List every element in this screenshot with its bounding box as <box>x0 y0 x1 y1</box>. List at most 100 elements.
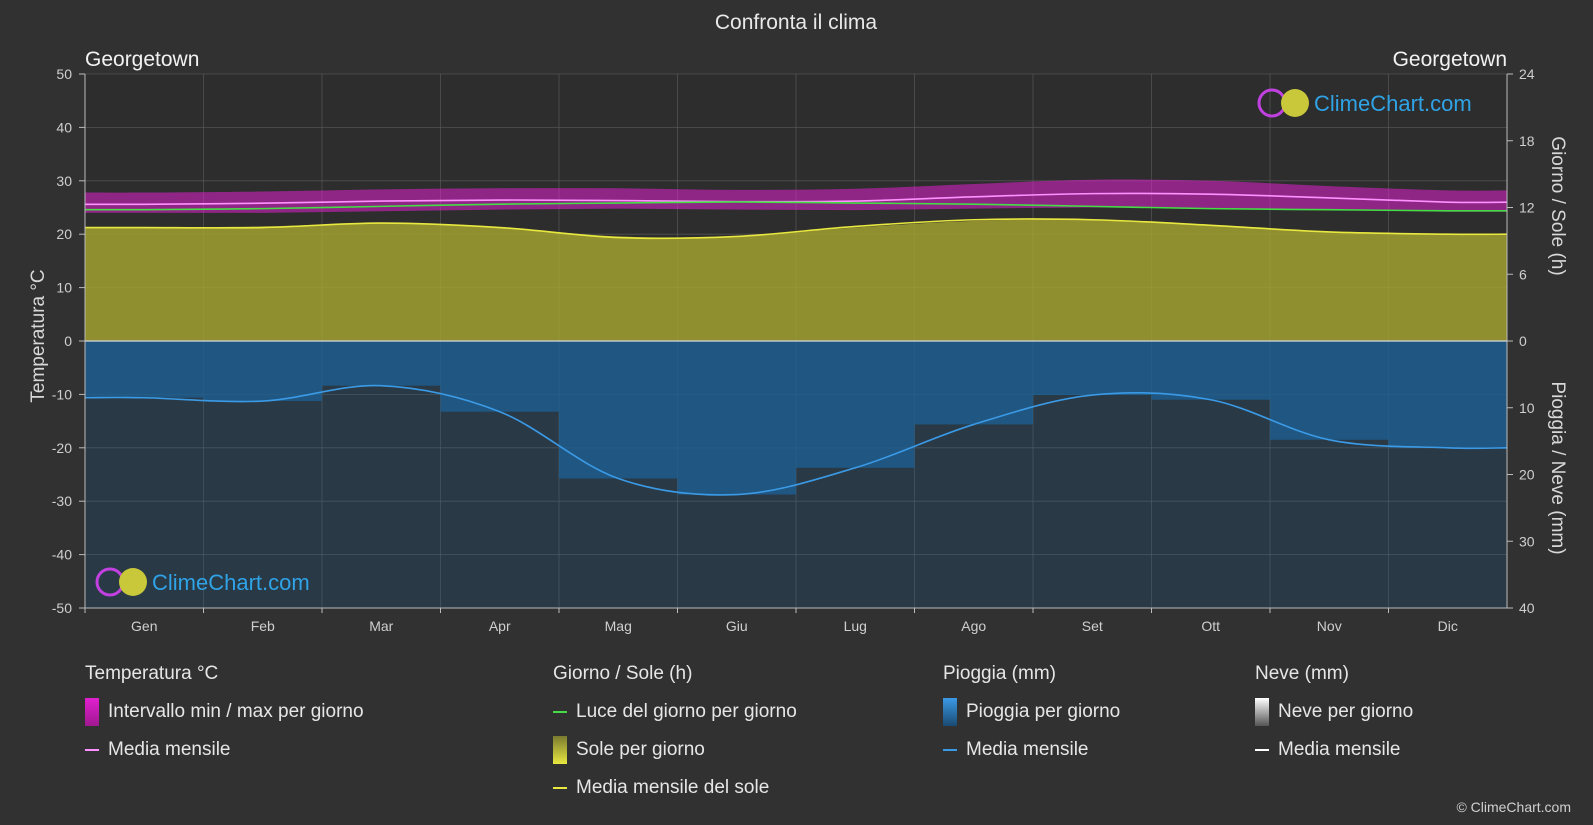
left-axis-title: Temperatura °C <box>28 269 49 402</box>
month-label: Feb <box>251 618 275 634</box>
month-label: Gen <box>131 618 157 634</box>
rain-bar-tail <box>203 401 322 608</box>
right-bottom-tick-label: 40 <box>1519 600 1535 616</box>
legend-label: Sole per giorno <box>576 739 705 760</box>
legend-item: Media mensile <box>1255 738 1413 762</box>
month-label: Mag <box>605 618 632 634</box>
rain-bar <box>677 341 796 495</box>
month-label: Ago <box>961 618 986 634</box>
rain-swatch <box>943 698 957 726</box>
legend-label: Media mensile <box>108 739 231 760</box>
legend-label: Media mensile <box>1278 739 1401 760</box>
month-label: Lug <box>844 618 867 634</box>
legend-temperature: Temperatura °C Intervallo min / max per … <box>85 662 364 776</box>
rain-bar <box>440 341 559 412</box>
daylight-line <box>84 201 1508 212</box>
left-tick-label: 50 <box>56 66 72 82</box>
left-tick-label: 20 <box>56 226 72 242</box>
brand-logo-top: ClimeChart.com <box>1257 88 1472 118</box>
left-tick-label: 40 <box>56 119 72 135</box>
rain-bar <box>796 341 915 468</box>
rain-bar <box>1033 341 1152 396</box>
brand-logo-bottom: ClimeChart.com <box>95 567 310 597</box>
month-label: Nov <box>1317 618 1342 634</box>
rain-bar <box>1151 341 1270 400</box>
right-top-tick-label: 6 <box>1519 266 1527 282</box>
rain-bar <box>1388 341 1507 448</box>
right-bottom-tick-label: 10 <box>1519 400 1535 416</box>
legend-item: Media mensile <box>943 738 1120 762</box>
month-label: Dic <box>1438 618 1458 634</box>
left-tick-label: 0 <box>64 333 72 349</box>
rain-bar-tail <box>85 397 204 608</box>
rain-bar-tail <box>440 411 559 608</box>
rain-bar-tail <box>559 478 678 608</box>
legend-label: Neve per giorno <box>1278 701 1414 722</box>
chart-title: Confronta il clima <box>715 11 878 34</box>
legend-sun: Giorno / Sole (h) Luce del giorno per gi… <box>553 662 797 814</box>
range-swatch <box>85 698 99 726</box>
brand-sun-icon <box>1281 89 1309 117</box>
legend-label: Media mensile <box>966 739 1089 760</box>
left-tick-label: -20 <box>52 440 72 456</box>
left-tick-label: 10 <box>56 280 72 296</box>
left-tick-label: -30 <box>52 493 72 509</box>
rain-bar <box>322 341 441 386</box>
mean-swatch <box>85 749 99 751</box>
legend-item: Neve per giorno <box>1255 698 1414 726</box>
month-label: Ott <box>1201 618 1220 634</box>
rain-bar-tail <box>1151 399 1270 608</box>
right-top-tick-label: 18 <box>1519 133 1535 149</box>
location-left: Georgetown <box>85 48 199 71</box>
sun-swatch <box>553 736 567 764</box>
axes: 50 40 30 20 10 0 -10 -20 -30 -40 -50 24 18 12 6 0 10 20 30… <box>52 66 1535 634</box>
rain-bar <box>1270 341 1389 440</box>
sun-area <box>85 219 1507 341</box>
legend-label: Luce del giorno per giorno <box>576 701 797 722</box>
legend-item: Media mensile del sole <box>553 776 797 800</box>
rain-mean-line <box>84 384 1508 496</box>
legend-label: Media mensile del sole <box>576 777 770 798</box>
brand-name-bottom: ClimeChart.com <box>152 570 310 595</box>
right-top-axis-title: Giorno / Sole (h) <box>1547 136 1568 275</box>
series <box>84 179 1508 608</box>
rain-bar <box>203 341 322 402</box>
rain-bar-tail <box>1270 439 1389 608</box>
right-top-tick-label: 24 <box>1519 66 1535 82</box>
right-top-tick-label: 0 <box>1519 333 1527 349</box>
legend-heading: Pioggia (mm) <box>943 663 1056 684</box>
left-tick-label: -50 <box>52 600 72 616</box>
snow-mean-swatch <box>1255 749 1269 751</box>
rain-bar <box>914 341 1033 425</box>
rain-bar-tail <box>1033 395 1152 608</box>
month-label: Set <box>1082 618 1103 634</box>
brand-name-top: ClimeChart.com <box>1314 91 1472 116</box>
legend-label: Intervallo min / max per giorno <box>108 701 364 722</box>
sun-mean-line <box>85 218 1508 240</box>
rain-bar <box>85 341 204 398</box>
left-tick-label: -10 <box>52 386 72 402</box>
legend-rain: Pioggia (mm) Pioggia per giorno Media me… <box>943 662 1120 776</box>
left-tick-label: -40 <box>52 547 72 563</box>
right-bottom-axis-title: Pioggia / Neve (mm) <box>1547 381 1568 554</box>
legend-heading: Temperatura °C <box>85 663 219 684</box>
month-label: Mar <box>369 618 393 634</box>
month-label: Apr <box>489 618 511 634</box>
legend-heading: Giorno / Sole (h) <box>553 663 693 684</box>
legend-item: Pioggia per giorno <box>943 698 1120 726</box>
legend-item: Intervallo min / max per giorno <box>85 698 364 726</box>
right-top-tick-label: 12 <box>1519 200 1535 216</box>
brand-sun-icon <box>119 568 147 596</box>
legend: Temperatura °C Intervallo min / max per … <box>0 662 1593 812</box>
rain-bar-tail <box>914 424 1033 608</box>
rain-bar-tail <box>796 467 915 608</box>
rain-bar-tail <box>1388 447 1507 608</box>
month-label: Giu <box>726 618 748 634</box>
legend-heading: Neve (mm) <box>1255 663 1349 684</box>
right-bottom-tick-label: 30 <box>1519 533 1535 549</box>
left-tick-label: 30 <box>56 173 72 189</box>
copyright: © ClimeChart.com <box>1456 799 1571 815</box>
right-bottom-tick-label: 20 <box>1519 467 1535 483</box>
rain-mean-swatch <box>943 749 957 751</box>
